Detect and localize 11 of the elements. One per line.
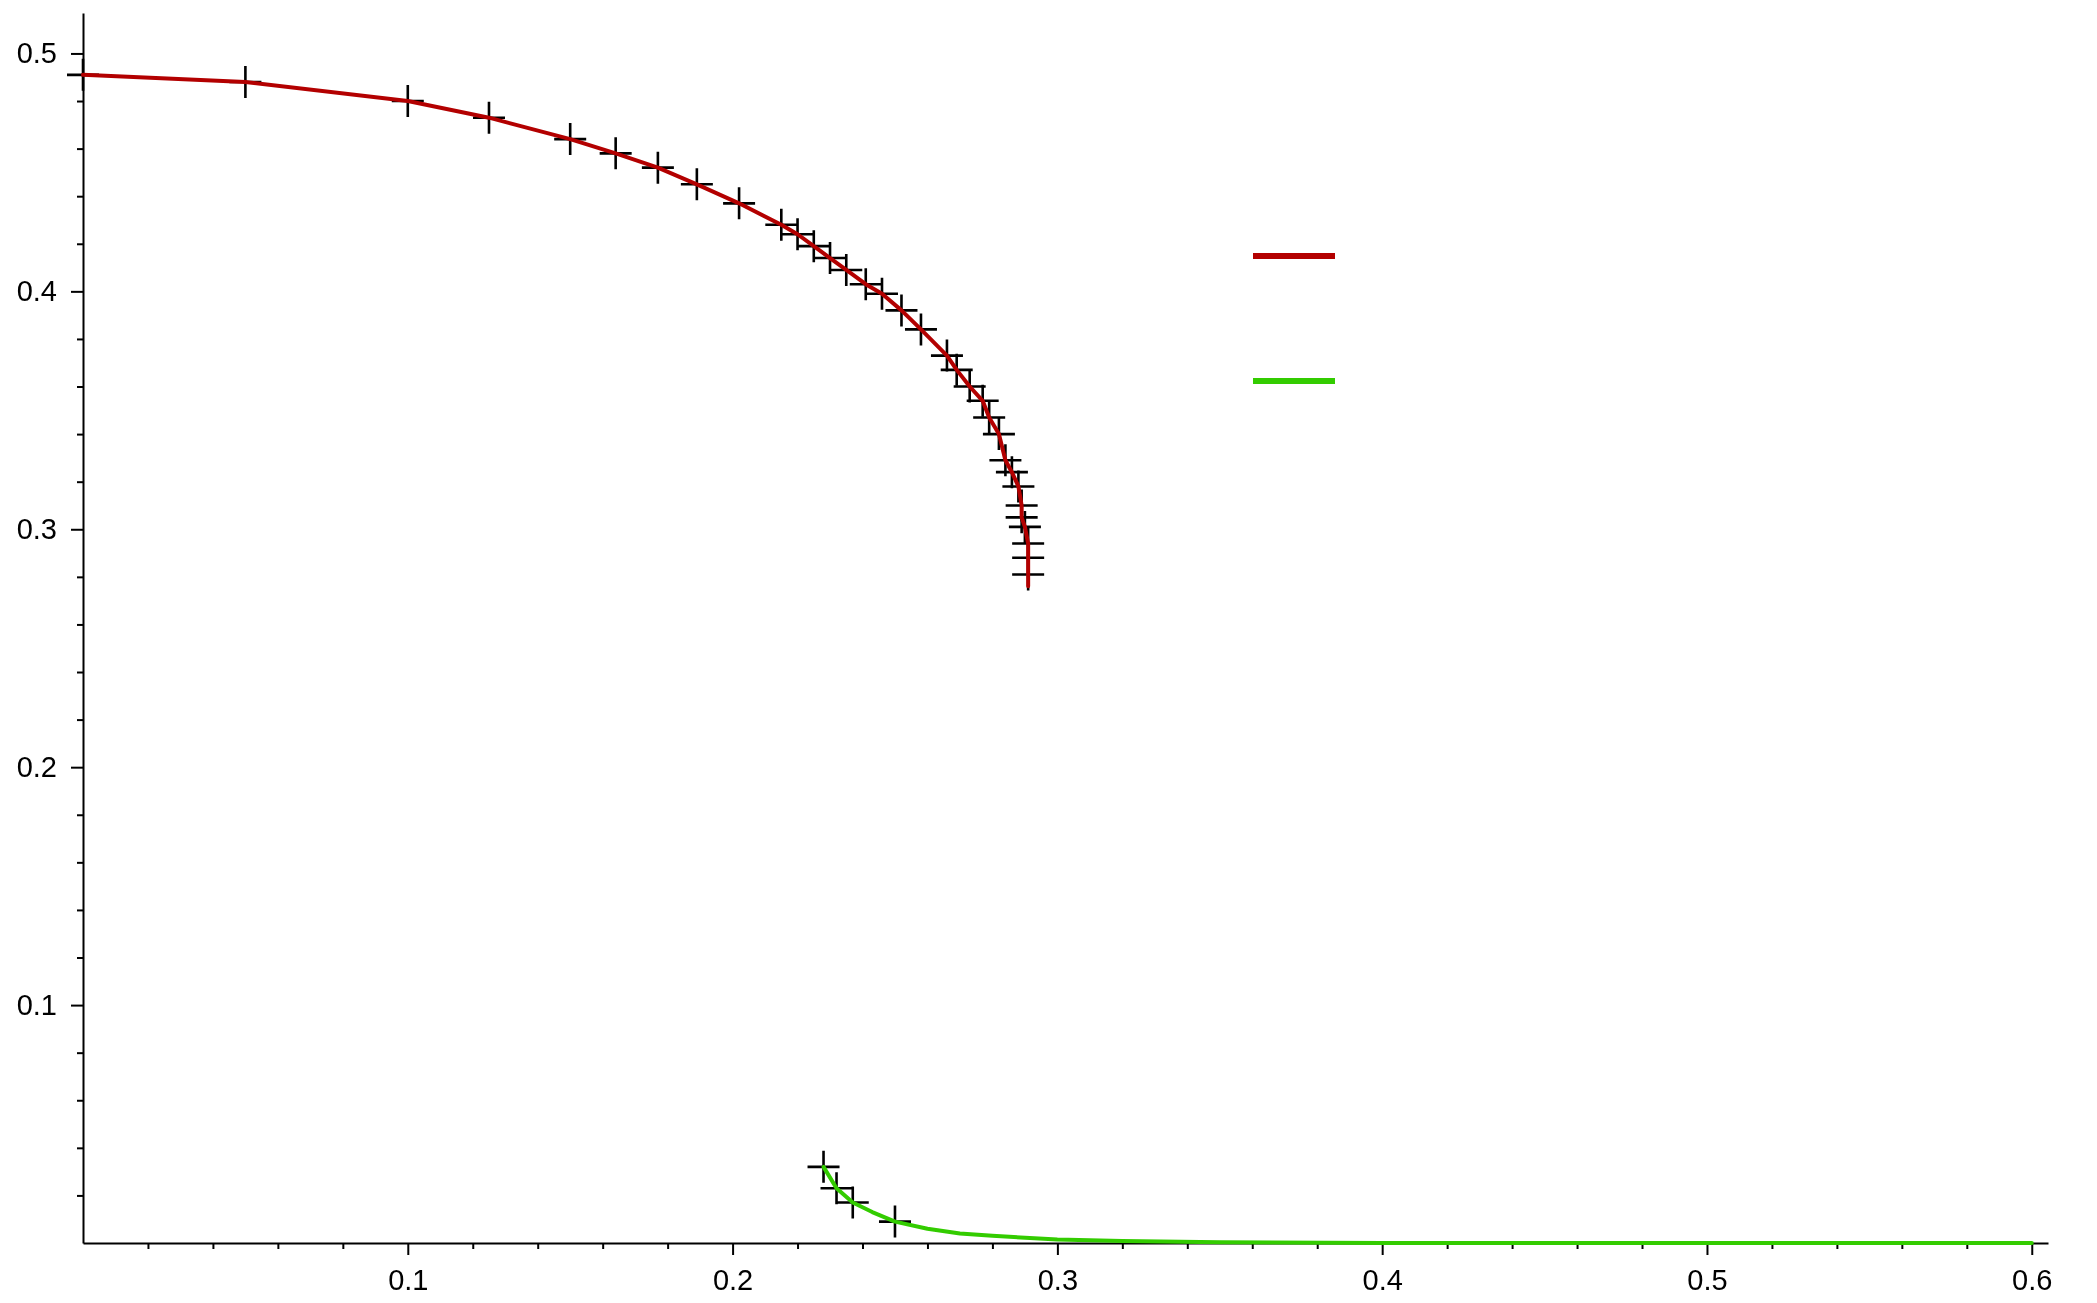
x-tick-label: 0.1 xyxy=(388,1263,429,1296)
y-tick-label: 0.2 xyxy=(16,750,57,783)
x-tick-label: 0.6 xyxy=(2012,1263,2053,1296)
x-tick-label: 0.5 xyxy=(1687,1263,1728,1296)
y-tick-label: 0.3 xyxy=(16,513,57,546)
x-tick-label: 0.2 xyxy=(712,1263,754,1296)
x-tick-label: 0.3 xyxy=(1037,1263,1079,1296)
x-tick-label: 0.4 xyxy=(1362,1263,1403,1296)
y-tick-label: 0.5 xyxy=(16,37,57,70)
y-tick-label: 0.4 xyxy=(16,275,57,308)
y-tick-label: 0.1 xyxy=(16,988,57,1021)
